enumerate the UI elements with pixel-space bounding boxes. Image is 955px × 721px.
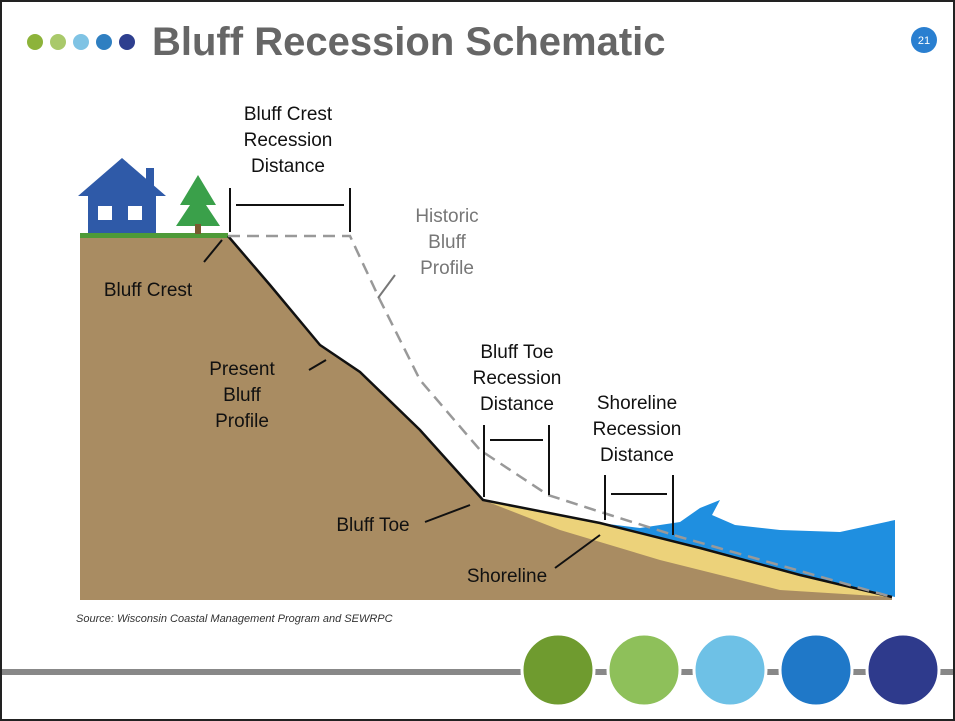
label-toe-recession: Bluff Toe Recession Distance [473, 342, 562, 415]
label-bluff-crest: Bluff Crest [104, 280, 193, 301]
label-shoreline: Shoreline [467, 566, 547, 587]
label-crest-recession: Bluff Crest Recession Distance [244, 104, 333, 177]
pointer [377, 274, 396, 299]
footer-bar [2, 669, 953, 675]
page-badge [911, 27, 937, 53]
label-bluff-toe: Bluff Toe [336, 515, 409, 536]
label-shoreline-recession: Shoreline Recession Distance [593, 393, 682, 466]
label-historic: Historic Bluff Profile [415, 206, 478, 279]
slide-title: Bluff Recession Schematic [152, 20, 666, 64]
dimension-lines [203, 188, 674, 569]
footer-icons [520, 632, 941, 708]
label-present: Present Bluff Profile [209, 359, 275, 432]
house-and-tree [78, 158, 220, 234]
title-dots [27, 34, 135, 50]
source-note: Source: Wisconsin Coastal Management Pro… [76, 613, 393, 625]
page-number: 21 [918, 35, 930, 47]
